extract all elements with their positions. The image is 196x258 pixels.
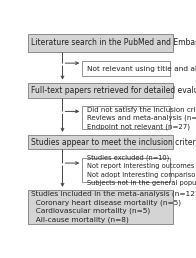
Text: Full-text papers retrieved for detailed evaluation (n=67): Full-text papers retrieved for detailed … bbox=[31, 86, 196, 95]
Text: Studies excluded (n=10)
Not report interesting outcomes (n=1)
Not adopt interest: Studies excluded (n=10) Not report inter… bbox=[87, 154, 196, 186]
FancyBboxPatch shape bbox=[82, 61, 170, 76]
FancyBboxPatch shape bbox=[82, 107, 170, 129]
FancyBboxPatch shape bbox=[27, 190, 173, 224]
FancyBboxPatch shape bbox=[27, 34, 173, 52]
Text: Did not satisfy the inclusion criteria (n=45)
Reviews and meta-analysis (n=18)
E: Did not satisfy the inclusion criteria (… bbox=[87, 106, 196, 130]
FancyBboxPatch shape bbox=[27, 83, 173, 98]
FancyBboxPatch shape bbox=[82, 158, 170, 182]
FancyBboxPatch shape bbox=[27, 135, 173, 149]
Text: Literature search in the PubMed and Embase databases (n=860): Literature search in the PubMed and Emba… bbox=[31, 38, 196, 47]
Text: Not relevant using title and abstract (n=793): Not relevant using title and abstract (n… bbox=[87, 65, 196, 72]
Text: Studies included in the meta-analysis (n=12)
  Coronary heart disease mortality : Studies included in the meta-analysis (n… bbox=[31, 191, 196, 223]
Text: Studies appear to meet the inclusion criteria (n=22): Studies appear to meet the inclusion cri… bbox=[31, 138, 196, 147]
